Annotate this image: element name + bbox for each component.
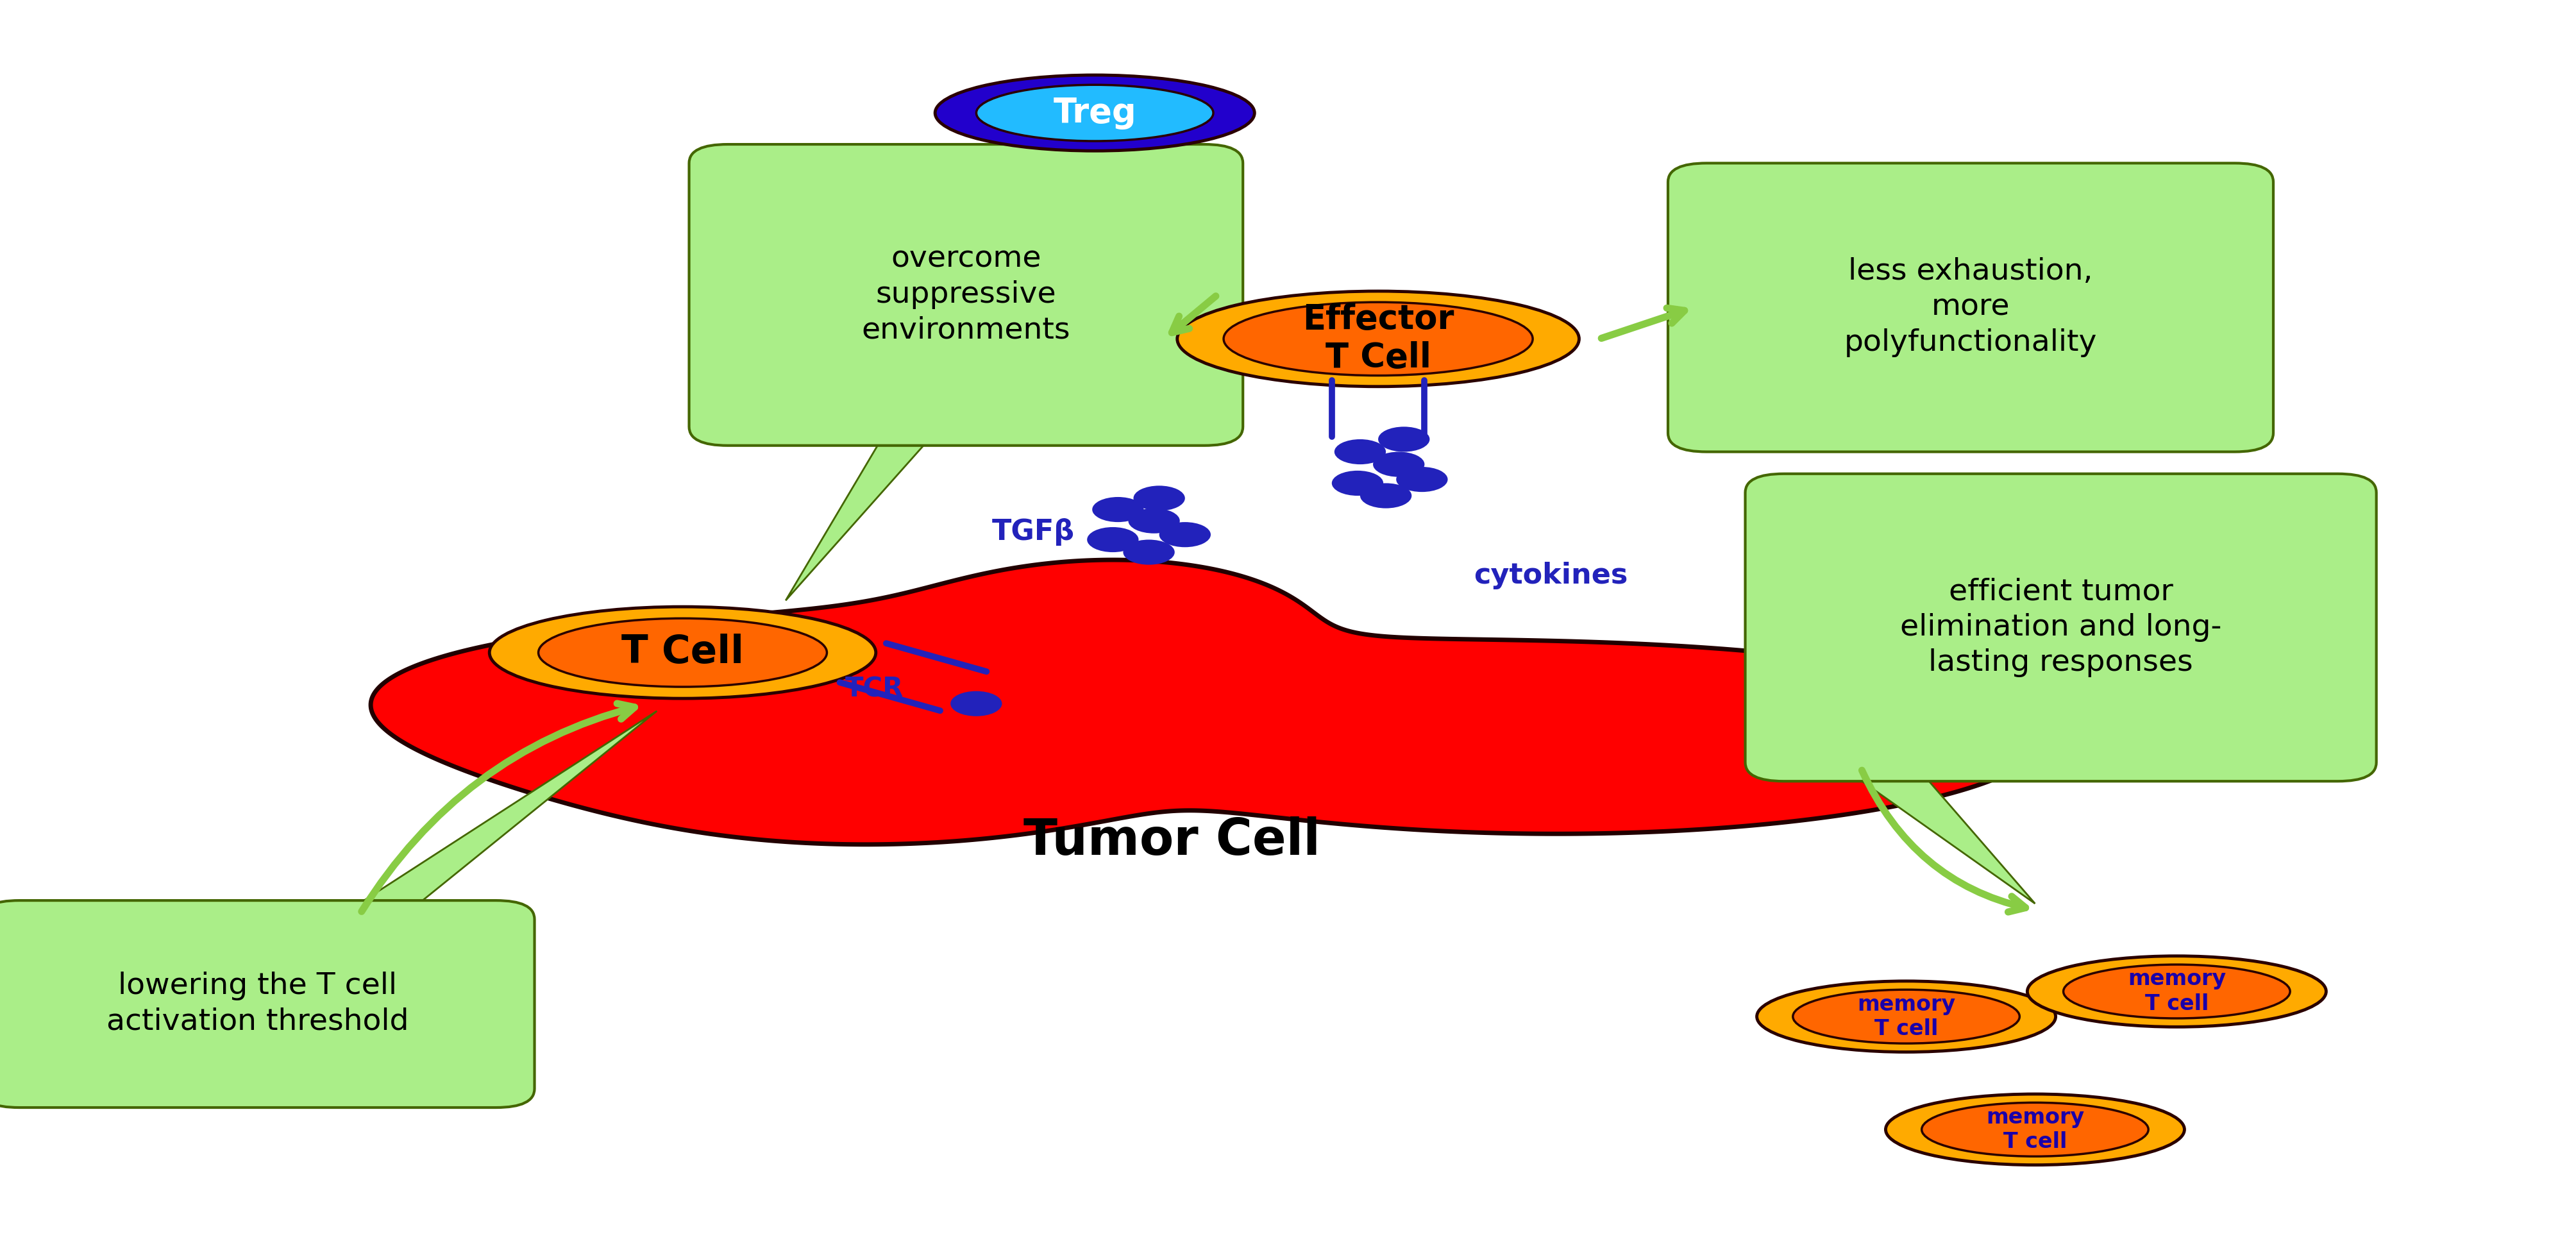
FancyBboxPatch shape: [688, 144, 1242, 446]
Ellipse shape: [2063, 965, 2290, 1018]
Text: cytokines: cytokines: [1473, 562, 1628, 590]
Circle shape: [951, 692, 1002, 717]
Ellipse shape: [2027, 956, 2326, 1027]
Text: Effector
T Cell: Effector T Cell: [1303, 302, 1453, 375]
Polygon shape: [335, 712, 657, 919]
Ellipse shape: [1224, 302, 1533, 375]
Circle shape: [1133, 486, 1185, 511]
Circle shape: [1360, 483, 1412, 508]
FancyBboxPatch shape: [0, 901, 536, 1108]
Circle shape: [1373, 452, 1425, 477]
Text: efficient tumor
elimination and long-
lasting responses: efficient tumor elimination and long- la…: [1901, 577, 2221, 678]
Text: lowering the T cell
activation threshold: lowering the T cell activation threshold: [106, 971, 410, 1037]
Circle shape: [1396, 467, 1448, 492]
Polygon shape: [371, 560, 2045, 845]
Ellipse shape: [1757, 981, 2056, 1052]
Circle shape: [1123, 540, 1175, 565]
Circle shape: [1332, 471, 1383, 496]
Text: Treg: Treg: [1054, 97, 1136, 129]
Text: T Cell: T Cell: [621, 634, 744, 671]
Text: memory
T cell: memory T cell: [2128, 969, 2226, 1014]
Ellipse shape: [1886, 1094, 2184, 1165]
Ellipse shape: [1177, 291, 1579, 387]
Ellipse shape: [976, 85, 1213, 141]
Circle shape: [1334, 439, 1386, 464]
Ellipse shape: [1793, 990, 2020, 1043]
FancyBboxPatch shape: [1747, 473, 2375, 781]
Circle shape: [1378, 427, 1430, 452]
Text: TCR: TCR: [845, 675, 904, 703]
Ellipse shape: [1922, 1103, 2148, 1156]
Text: overcome
suppressive
environments: overcome suppressive environments: [860, 245, 1072, 345]
Text: memory
T cell: memory T cell: [1986, 1107, 2084, 1152]
Ellipse shape: [935, 75, 1255, 151]
Circle shape: [1092, 497, 1144, 522]
Ellipse shape: [538, 619, 827, 686]
Text: Tumor Cell: Tumor Cell: [1023, 817, 1321, 865]
Ellipse shape: [489, 606, 876, 699]
Polygon shape: [1834, 762, 2035, 904]
Circle shape: [1087, 527, 1139, 552]
Circle shape: [1159, 522, 1211, 547]
Text: TGFβ: TGFβ: [992, 518, 1074, 546]
FancyBboxPatch shape: [1669, 163, 2272, 452]
Text: memory
T cell: memory T cell: [1857, 994, 1955, 1039]
Circle shape: [1128, 508, 1180, 533]
Text: less exhaustion,
more
polyfunctionality: less exhaustion, more polyfunctionality: [1844, 257, 2097, 358]
Polygon shape: [786, 427, 940, 600]
